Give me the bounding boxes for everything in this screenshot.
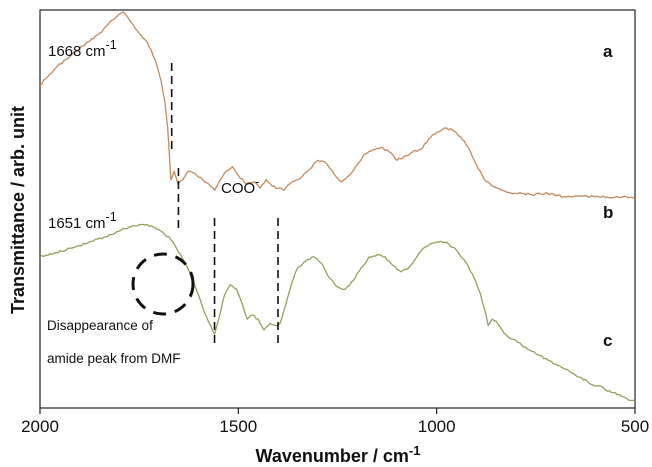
annotation-note-line2: amide peak from DMF bbox=[47, 351, 181, 366]
x-tick-label-2000: 2000 bbox=[21, 417, 59, 436]
annotation-1668: 1668 cm-1 bbox=[48, 38, 117, 60]
curve-label-c: c bbox=[603, 331, 612, 350]
x-tick-label-500: 500 bbox=[621, 417, 649, 436]
peak-markers bbox=[170, 63, 279, 345]
annotation-1651: 1651 cm-1 bbox=[48, 210, 117, 232]
y-axis-title: Transmittance / arb. unit bbox=[8, 106, 28, 314]
x-axis-title: Wavenumber / cm-1 bbox=[256, 443, 421, 466]
x-tick-label-1500: 1500 bbox=[219, 417, 257, 436]
amide-region-circle bbox=[131, 252, 195, 316]
curve-label-a: a bbox=[603, 42, 613, 61]
series-line-c bbox=[39, 223, 636, 402]
curve-label-b: b bbox=[603, 203, 613, 222]
x-ticks: 2000 1500 1000 500 bbox=[21, 408, 649, 436]
x-tick-label-1000: 1000 bbox=[418, 417, 456, 436]
annotation-coo: COO- bbox=[221, 175, 259, 197]
plot-frame bbox=[39, 9, 636, 409]
annotation-note-line1: Disappearance of bbox=[47, 318, 153, 333]
series-layer bbox=[39, 11, 636, 402]
series-line-b bbox=[39, 11, 636, 200]
